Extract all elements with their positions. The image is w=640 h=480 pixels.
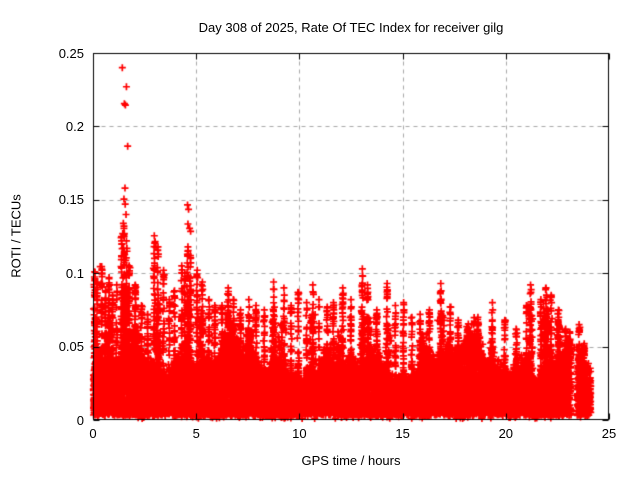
x-axis-label: GPS time / hours: [301, 453, 401, 468]
x-tick-label: 25: [601, 426, 617, 441]
x-tick-label: 20: [498, 426, 514, 441]
y-tick-label: 0.15: [58, 192, 84, 208]
y-tick-label: 0.1: [65, 265, 84, 281]
y-tick-label: 0: [76, 412, 84, 428]
y-tick-label: 0.25: [58, 45, 84, 61]
chart-title: Day 308 of 2025, Rate Of TEC Index for r…: [198, 20, 504, 35]
x-tick-label: 5: [192, 426, 200, 441]
x-tick-label: 0: [89, 426, 97, 441]
y-tick-label: 0.05: [58, 339, 84, 355]
y-tick-label: 0.2: [65, 118, 84, 134]
x-tick-label: 10: [292, 426, 307, 441]
x-tick-label: 15: [395, 426, 410, 441]
